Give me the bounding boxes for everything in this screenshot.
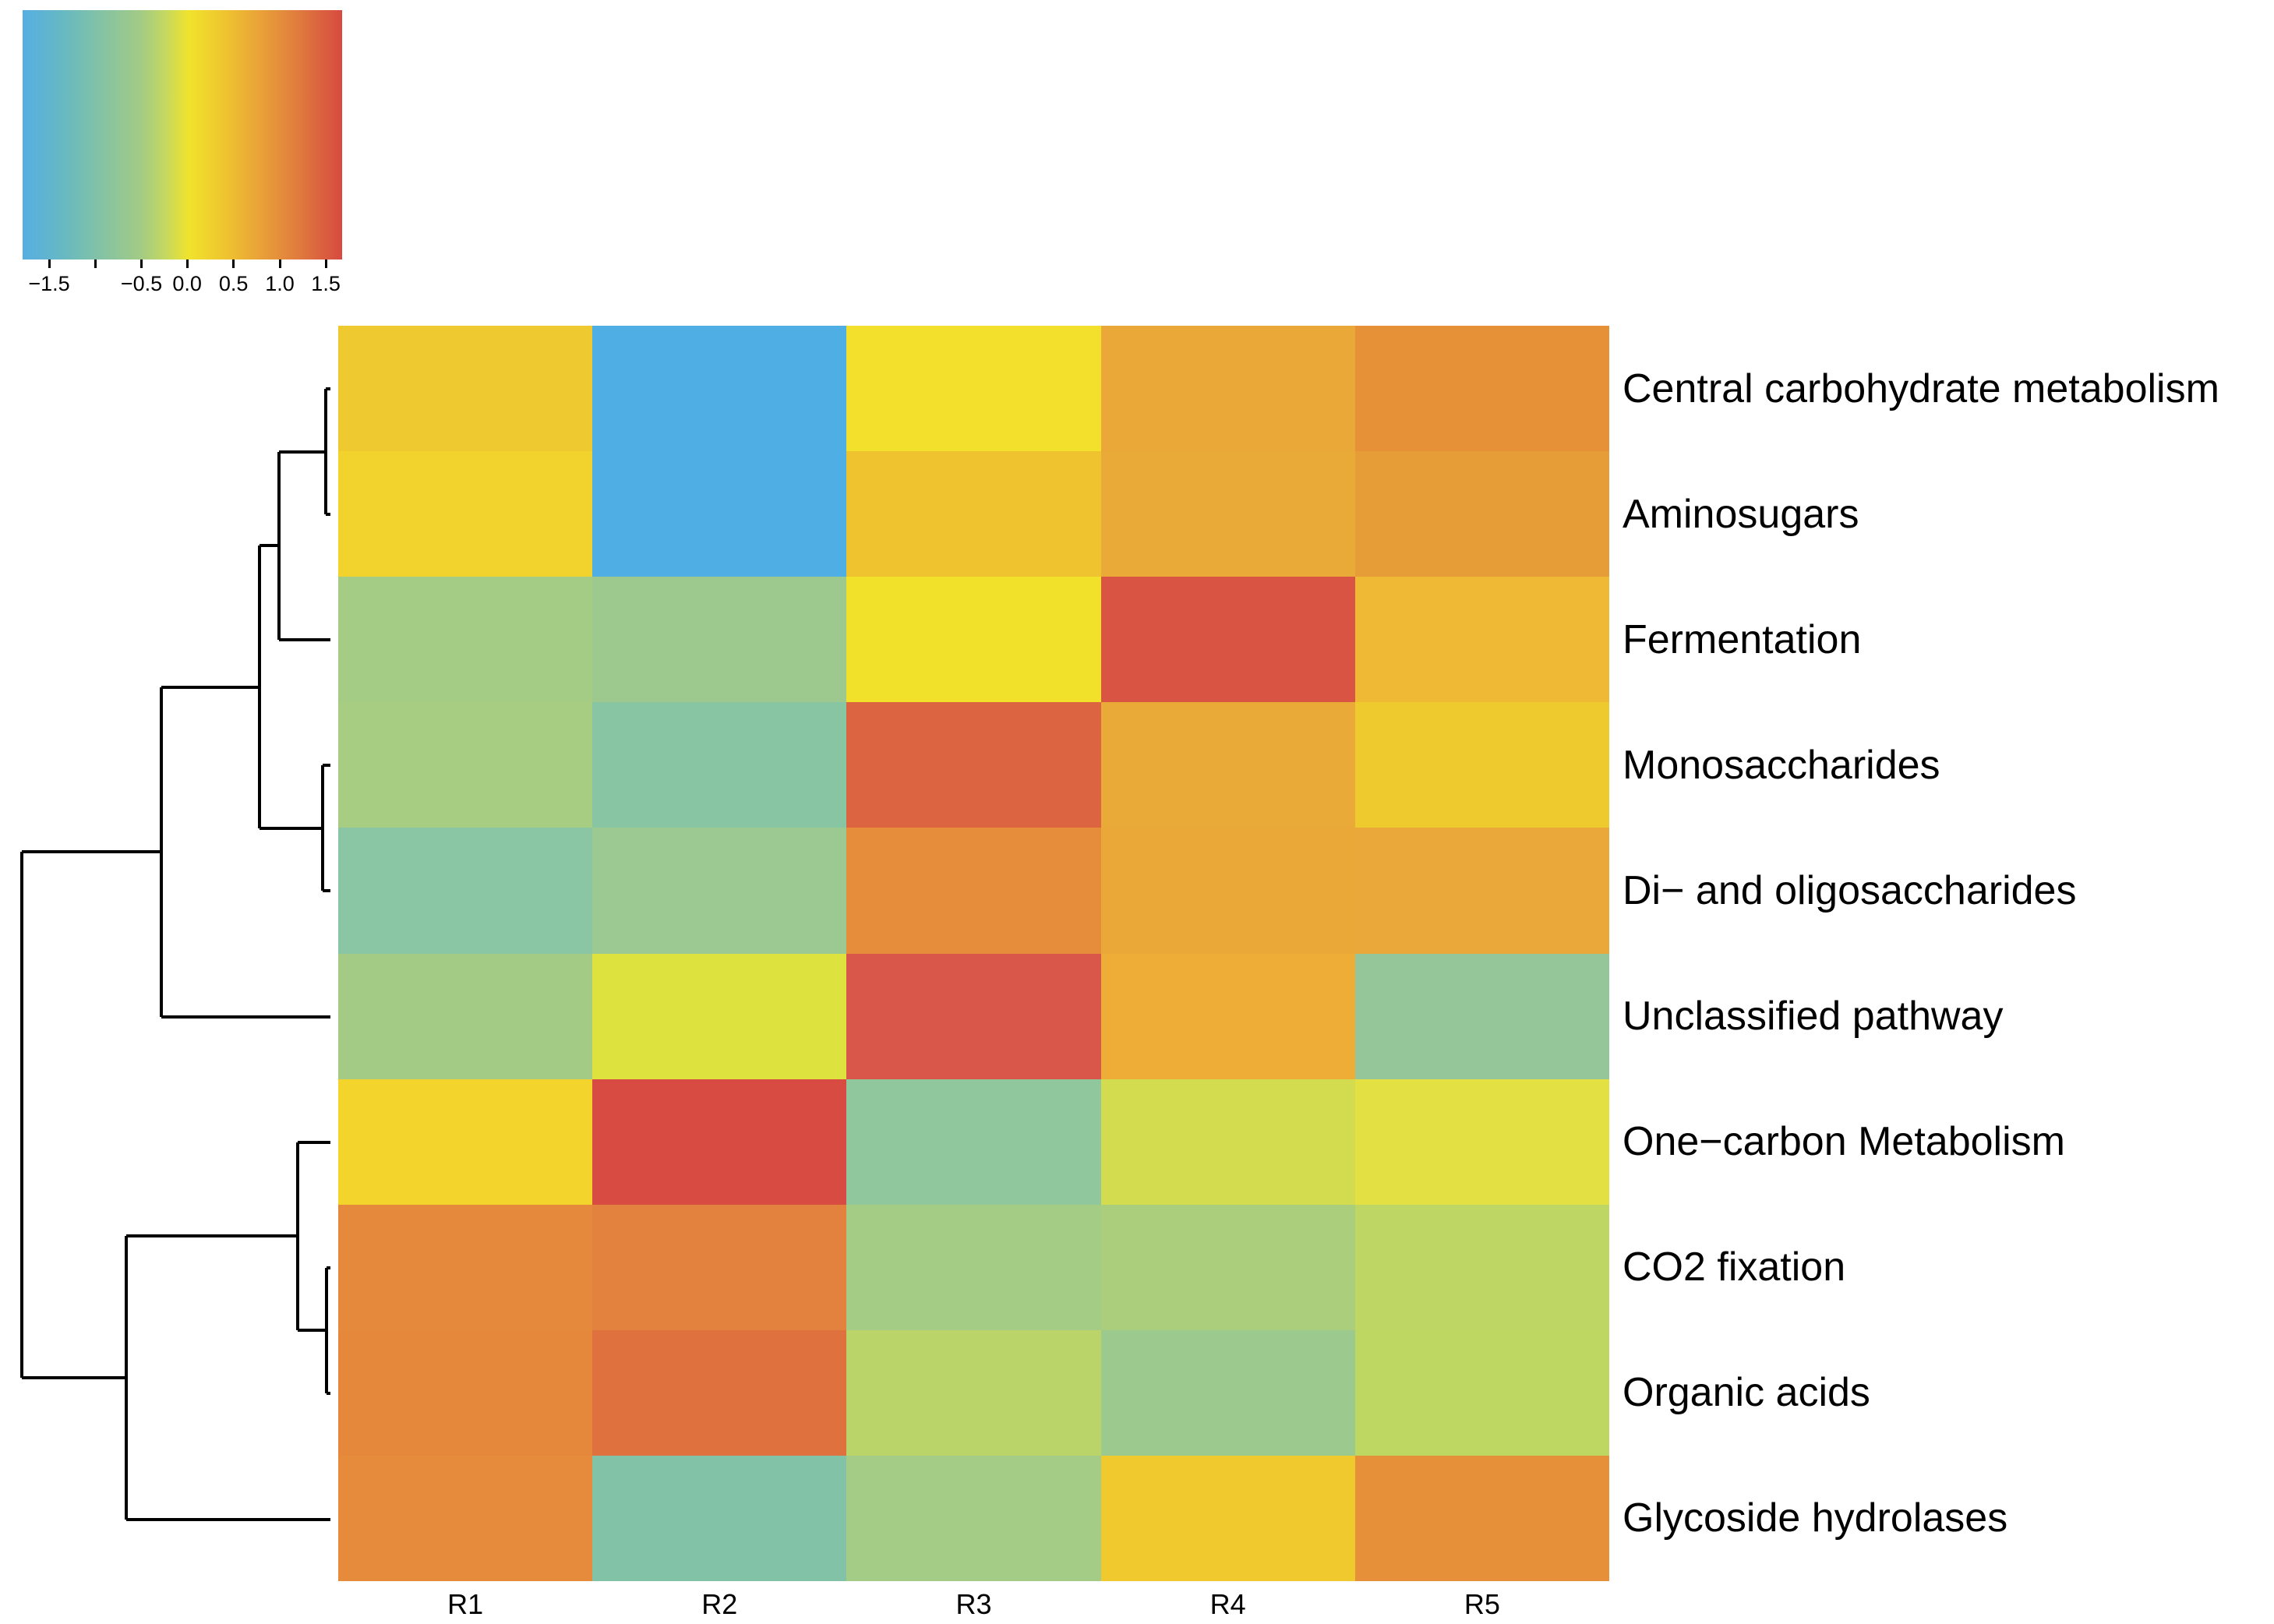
heatmap-cell-r10-R3 (846, 1455, 1101, 1581)
row-label: Fermentation (1623, 616, 1862, 662)
heatmap-cell-r5-R2 (592, 828, 847, 954)
heatmap-cell-r9-R4 (1100, 1329, 1355, 1456)
legend-tick-label: 0.0 (172, 272, 202, 295)
heatmap-cell-r9-R3 (846, 1329, 1101, 1456)
heatmap-cell-r3-R3 (846, 577, 1101, 703)
heatmap-cell-r7-R5 (1354, 1079, 1609, 1205)
heatmap-cell-r9-R1 (338, 1329, 593, 1456)
legend-tick-mark (278, 259, 281, 268)
heatmap-cell-r4-R4 (1100, 702, 1355, 828)
column-label: R1 (447, 1588, 484, 1620)
row-label: Monosaccharides (1623, 742, 1940, 788)
row-label: Aminosugars (1623, 491, 1859, 537)
row-label: One−carbon Metabolism (1623, 1119, 2065, 1165)
heatmap-cell-r3-R1 (338, 577, 593, 703)
heatmap-cell-r5-R3 (846, 828, 1101, 954)
column-label: R3 (955, 1588, 992, 1620)
heatmap-cell-r1-R4 (1100, 326, 1355, 452)
heatmap-cell-r4-R2 (592, 702, 847, 828)
heatmap-cell-r1-R2 (592, 326, 847, 452)
row-dendrogram (20, 387, 330, 1521)
heatmap-cell-r3-R5 (1354, 577, 1609, 703)
heatmap-cell-r3-R4 (1100, 577, 1355, 703)
color-scale-gradient (23, 10, 342, 259)
heatmap-cell-r3-R2 (592, 577, 847, 703)
column-label: R2 (701, 1588, 738, 1620)
heatmap-cell-r5-R4 (1100, 828, 1355, 954)
legend-tick-label: −1.5 (28, 272, 70, 295)
legend-tick-label: 1.5 (311, 272, 341, 295)
heatmap-cell-r7-R4 (1100, 1079, 1355, 1205)
column-label: R5 (1464, 1588, 1500, 1620)
heatmap-cell-r8-R5 (1354, 1204, 1609, 1330)
row-label: Di− and oligosaccharides (1623, 867, 2077, 913)
heatmap-cell-r10-R1 (338, 1455, 593, 1581)
heatmap-cell-r10-R5 (1354, 1455, 1609, 1581)
column-label: R4 (1209, 1588, 1246, 1620)
row-label: Glycoside hydrolases (1623, 1495, 2008, 1541)
heatmap-cell-r10-R2 (592, 1455, 847, 1581)
legend-tick-mark (94, 259, 97, 268)
heatmap-cell-r8-R1 (338, 1204, 593, 1330)
heatmap-cell-r6-R3 (846, 953, 1101, 1079)
legend-tick-label: 1.0 (265, 272, 295, 295)
color-scale-legend: −1.5 −0.5 0.0 0.5 1.0 1.5 (23, 10, 342, 295)
heatmap-cell-r6-R1 (338, 953, 593, 1079)
row-label: Organic acids (1623, 1370, 1870, 1416)
heatmap-cell-r2-R5 (1354, 451, 1609, 577)
heatmap-cell-r1-R3 (846, 326, 1101, 452)
heatmap-cell-r7-R3 (846, 1079, 1101, 1205)
heatmap-grid (338, 326, 1609, 1581)
heatmap-cell-r1-R1 (338, 326, 593, 452)
legend-tick-mark (48, 259, 51, 268)
heatmap-cell-r5-R5 (1354, 828, 1609, 954)
heatmap-cell-r4-R3 (846, 702, 1101, 828)
row-label: Central carbohydrate metabolism (1623, 365, 2219, 411)
heatmap-cell-r2-R2 (592, 451, 847, 577)
heatmap-cell-r4-R5 (1354, 702, 1609, 828)
heatmap-cell-r1-R5 (1354, 326, 1609, 452)
legend-tick-label: −0.5 (120, 272, 163, 295)
heatmap-cell-r9-R2 (592, 1329, 847, 1456)
heatmap-cell-r7-R1 (338, 1079, 593, 1205)
heatmap-cell-r6-R2 (592, 953, 847, 1079)
heatmap-cell-r6-R4 (1100, 953, 1355, 1079)
heatmap-cell-r7-R2 (592, 1079, 847, 1205)
legend-tick-mark (185, 259, 189, 268)
row-label: CO2 fixation (1623, 1244, 1846, 1290)
row-label: Unclassified pathway (1623, 994, 2004, 1040)
heatmap-cell-r8-R4 (1100, 1204, 1355, 1330)
legend-tick-mark (140, 259, 143, 268)
legend-tick-label: 0.5 (218, 272, 249, 295)
heatmap-cell-r2-R1 (338, 451, 593, 577)
heatmap-cell-r4-R1 (338, 702, 593, 828)
heatmap-cell-r5-R1 (338, 828, 593, 954)
heatmap-cell-r9-R5 (1354, 1329, 1609, 1456)
heatmap-cell-r10-R4 (1100, 1455, 1355, 1581)
heatmap-cell-r8-R3 (846, 1204, 1101, 1330)
legend-tick-mark (324, 259, 327, 268)
heatmap-cell-r8-R2 (592, 1204, 847, 1330)
legend-tick-mark (232, 259, 235, 268)
heatmap-cell-r2-R4 (1100, 451, 1355, 577)
heatmap-cell-r6-R5 (1354, 953, 1609, 1079)
heatmap-cell-r2-R3 (846, 451, 1101, 577)
